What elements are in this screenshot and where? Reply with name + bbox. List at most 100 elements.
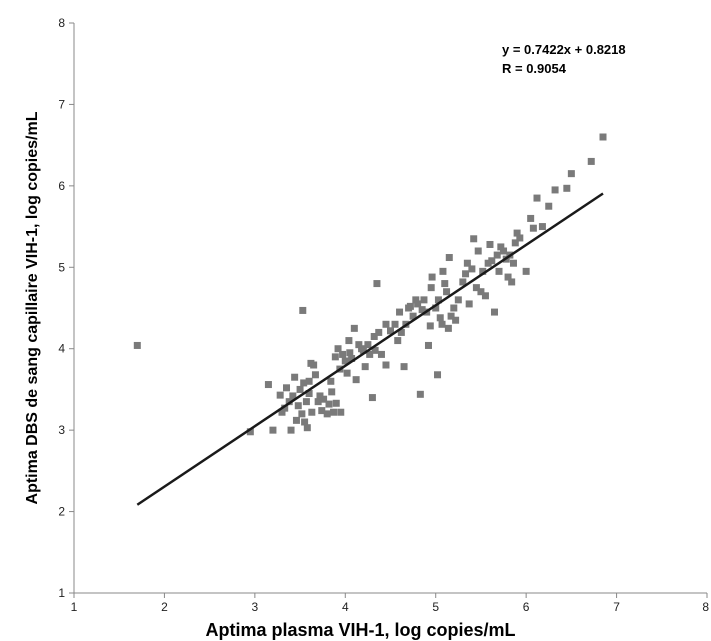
data-point	[516, 234, 524, 242]
data-point	[400, 363, 408, 371]
data-point	[341, 357, 349, 365]
data-point	[504, 273, 512, 281]
data-point	[587, 157, 595, 165]
data-point	[477, 288, 485, 296]
data-point	[311, 371, 319, 379]
regression-equation: y = 0.7422x + 0.8218	[502, 42, 626, 57]
data-point	[359, 346, 367, 354]
data-point	[493, 251, 501, 259]
data-point	[352, 376, 360, 384]
data-point	[529, 224, 537, 232]
x-axis-title: Aptima plasma VIH-1, log copies/mL	[205, 620, 515, 640]
data-point	[441, 280, 449, 288]
data-point	[412, 296, 420, 304]
data-point	[292, 416, 300, 424]
x-tick-label: 4	[342, 600, 349, 614]
data-point	[276, 391, 284, 399]
data-point	[305, 390, 313, 397]
data-point	[343, 369, 351, 377]
data-point	[567, 170, 575, 178]
data-point	[416, 390, 424, 398]
data-point	[298, 410, 306, 418]
data-point	[509, 259, 517, 267]
data-point	[406, 302, 414, 310]
data-point	[444, 324, 452, 332]
data-point	[511, 239, 519, 247]
data-point	[364, 341, 372, 349]
data-point	[346, 349, 354, 357]
data-point	[418, 306, 426, 314]
data-point	[325, 400, 333, 408]
data-point	[533, 194, 541, 202]
data-point	[310, 361, 318, 369]
data-point	[323, 410, 331, 418]
data-point	[486, 240, 494, 248]
data-point	[373, 280, 381, 288]
data-point	[434, 371, 442, 379]
data-point	[305, 377, 313, 385]
data-point	[328, 388, 336, 396]
data-point	[436, 314, 444, 322]
data-point	[348, 354, 356, 362]
data-point	[426, 322, 434, 330]
data-point	[447, 312, 455, 320]
data-point	[454, 296, 462, 304]
data-point	[463, 259, 471, 267]
data-point	[382, 361, 390, 369]
data-point	[470, 235, 478, 243]
data-point	[320, 395, 328, 403]
data-points	[133, 133, 607, 436]
data-point	[484, 259, 492, 267]
data-point	[409, 312, 417, 320]
data-point	[300, 379, 308, 387]
x-tick-label: 5	[432, 600, 439, 614]
data-point	[368, 394, 376, 402]
y-tick-label: 4	[58, 342, 65, 356]
data-point	[278, 408, 286, 416]
data-point	[432, 304, 440, 312]
data-point	[481, 292, 489, 300]
x-axis: 1 2 3 4 5 6 7 8	[71, 592, 709, 614]
trendline	[136, 192, 604, 506]
data-point	[283, 384, 291, 392]
data-point	[450, 304, 458, 312]
data-point	[424, 341, 432, 349]
data-point	[551, 186, 559, 194]
x-tick-label: 2	[161, 600, 168, 614]
data-point	[500, 247, 508, 255]
data-point	[396, 308, 404, 316]
data-point	[316, 392, 324, 400]
data-point	[538, 223, 546, 231]
y-tick-label: 5	[58, 260, 65, 274]
y-tick-label: 7	[58, 97, 65, 111]
data-point	[468, 265, 476, 273]
data-point	[428, 273, 436, 281]
data-point	[522, 267, 530, 275]
data-point	[302, 398, 310, 406]
data-point	[397, 328, 405, 336]
y-tick-label: 3	[58, 423, 65, 437]
data-point	[508, 278, 516, 286]
data-point	[371, 346, 379, 354]
data-point	[488, 257, 496, 265]
x-tick-label: 8	[702, 600, 709, 614]
data-point	[339, 350, 347, 358]
data-point	[281, 404, 289, 412]
data-point	[414, 300, 422, 308]
data-point	[443, 288, 451, 296]
y-tick-label: 1	[58, 586, 65, 600]
data-point	[332, 399, 340, 407]
data-point	[287, 426, 295, 434]
data-point	[318, 407, 326, 415]
data-point	[296, 385, 304, 393]
x-tick-label: 6	[523, 600, 530, 614]
data-point	[490, 308, 498, 316]
data-point	[563, 184, 571, 192]
x-tick-label: 3	[252, 600, 259, 614]
y-tick-label: 8	[58, 16, 65, 30]
data-point	[472, 284, 480, 292]
data-point	[420, 296, 428, 304]
data-point	[308, 408, 316, 416]
data-point	[345, 337, 353, 345]
data-point	[438, 320, 446, 328]
